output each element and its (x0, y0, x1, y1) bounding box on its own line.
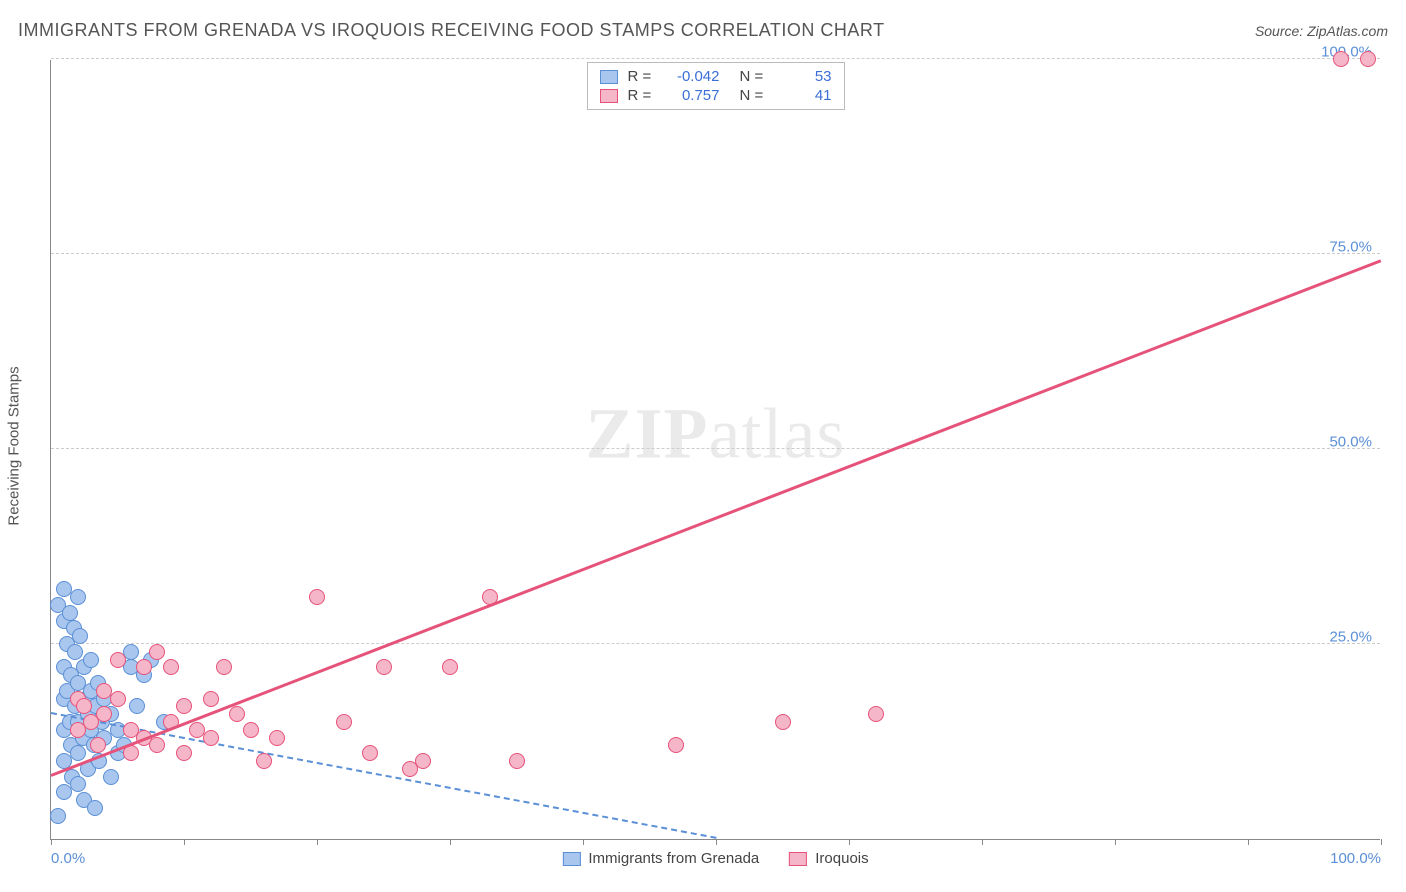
legend-item-grenada: Immigrants from Grenada (562, 850, 759, 867)
data-point-grenada (67, 644, 83, 660)
legend-n-value: 53 (780, 68, 832, 85)
data-point-iroquois (509, 753, 525, 769)
source-attribution: Source: ZipAtlas.com (1255, 23, 1388, 39)
legend-r-value: 0.757 (668, 87, 720, 104)
data-point-iroquois (376, 659, 392, 675)
data-point-iroquois (203, 691, 219, 707)
legend-row-iroquois: R = 0.757 N = 41 (600, 86, 832, 105)
legend-r-value: -0.042 (668, 68, 720, 85)
data-point-grenada (87, 800, 103, 816)
legend-row-grenada: R = -0.042 N = 53 (600, 67, 832, 86)
trendline-iroquois (50, 259, 1381, 777)
legend-n-label: N = (740, 87, 770, 104)
data-point-iroquois (309, 589, 325, 605)
data-point-iroquois (229, 706, 245, 722)
data-point-grenada (103, 769, 119, 785)
x-tick (849, 839, 850, 845)
y-tick-label: 50.0% (1329, 434, 1372, 451)
y-tick-label: 75.0% (1329, 239, 1372, 256)
data-point-iroquois (868, 706, 884, 722)
data-point-iroquois (76, 698, 92, 714)
legend-series-name: Iroquois (815, 850, 868, 867)
x-tick-label: 0.0% (51, 850, 85, 867)
data-point-iroquois (1360, 51, 1376, 67)
data-point-iroquois (243, 722, 259, 738)
gridline (51, 643, 1380, 644)
legend-r-label: R = (628, 68, 658, 85)
legend-n-value: 41 (780, 87, 832, 104)
y-axis-label: Receiving Food Stamps (6, 366, 23, 525)
data-point-iroquois (90, 737, 106, 753)
trendline-grenada (51, 712, 716, 839)
legend-series: Immigrants from Grenada Iroquois (562, 850, 868, 867)
x-tick (317, 839, 318, 845)
data-point-iroquois (216, 659, 232, 675)
legend-series-name: Immigrants from Grenada (588, 850, 759, 867)
data-point-iroquois (136, 659, 152, 675)
y-tick-label: 25.0% (1329, 629, 1372, 646)
data-point-iroquois (775, 714, 791, 730)
legend-n-label: N = (740, 68, 770, 85)
data-point-iroquois (96, 706, 112, 722)
x-tick (982, 839, 983, 845)
plot-area: ZIPatlas R =-0.042N =53R =0.757N =41 Imm… (50, 60, 1380, 840)
data-point-iroquois (1333, 51, 1349, 67)
data-point-iroquois (256, 753, 272, 769)
legend-swatch (600, 89, 618, 103)
data-point-iroquois (415, 753, 431, 769)
data-point-iroquois (176, 745, 192, 761)
data-point-grenada (70, 745, 86, 761)
legend-r-label: R = (628, 87, 658, 104)
legend-item-iroquois: Iroquois (789, 850, 868, 867)
data-point-grenada (50, 808, 66, 824)
watermark: ZIPatlas (586, 392, 846, 475)
gridline (51, 253, 1380, 254)
data-point-iroquois (163, 659, 179, 675)
x-tick (583, 839, 584, 845)
data-point-iroquois (442, 659, 458, 675)
legend-swatch (600, 70, 618, 84)
data-point-iroquois (203, 730, 219, 746)
x-tick (716, 839, 717, 845)
data-point-iroquois (149, 737, 165, 753)
x-tick (1381, 839, 1382, 845)
data-point-grenada (83, 652, 99, 668)
data-point-grenada (72, 628, 88, 644)
x-tick (1248, 839, 1249, 845)
x-tick (184, 839, 185, 845)
data-point-grenada (70, 776, 86, 792)
data-point-iroquois (110, 652, 126, 668)
legend-swatch (789, 852, 807, 866)
data-point-iroquois (149, 644, 165, 660)
data-point-iroquois (176, 698, 192, 714)
data-point-iroquois (269, 730, 285, 746)
x-tick (450, 839, 451, 845)
data-point-iroquois (336, 714, 352, 730)
data-point-grenada (129, 698, 145, 714)
data-point-grenada (62, 605, 78, 621)
legend-swatch (562, 852, 580, 866)
data-point-iroquois (668, 737, 684, 753)
legend-correlation: R = -0.042 N = 53 R = 0.757 N = 41 (587, 62, 845, 110)
x-tick (1115, 839, 1116, 845)
data-point-grenada (70, 589, 86, 605)
gridline (51, 448, 1380, 449)
x-tick (51, 839, 52, 845)
chart-title: IMMIGRANTS FROM GRENADA VS IROQUOIS RECE… (18, 20, 885, 41)
data-point-iroquois (362, 745, 378, 761)
data-point-iroquois (110, 691, 126, 707)
gridline (51, 58, 1380, 59)
x-tick-label: 100.0% (1330, 850, 1381, 867)
